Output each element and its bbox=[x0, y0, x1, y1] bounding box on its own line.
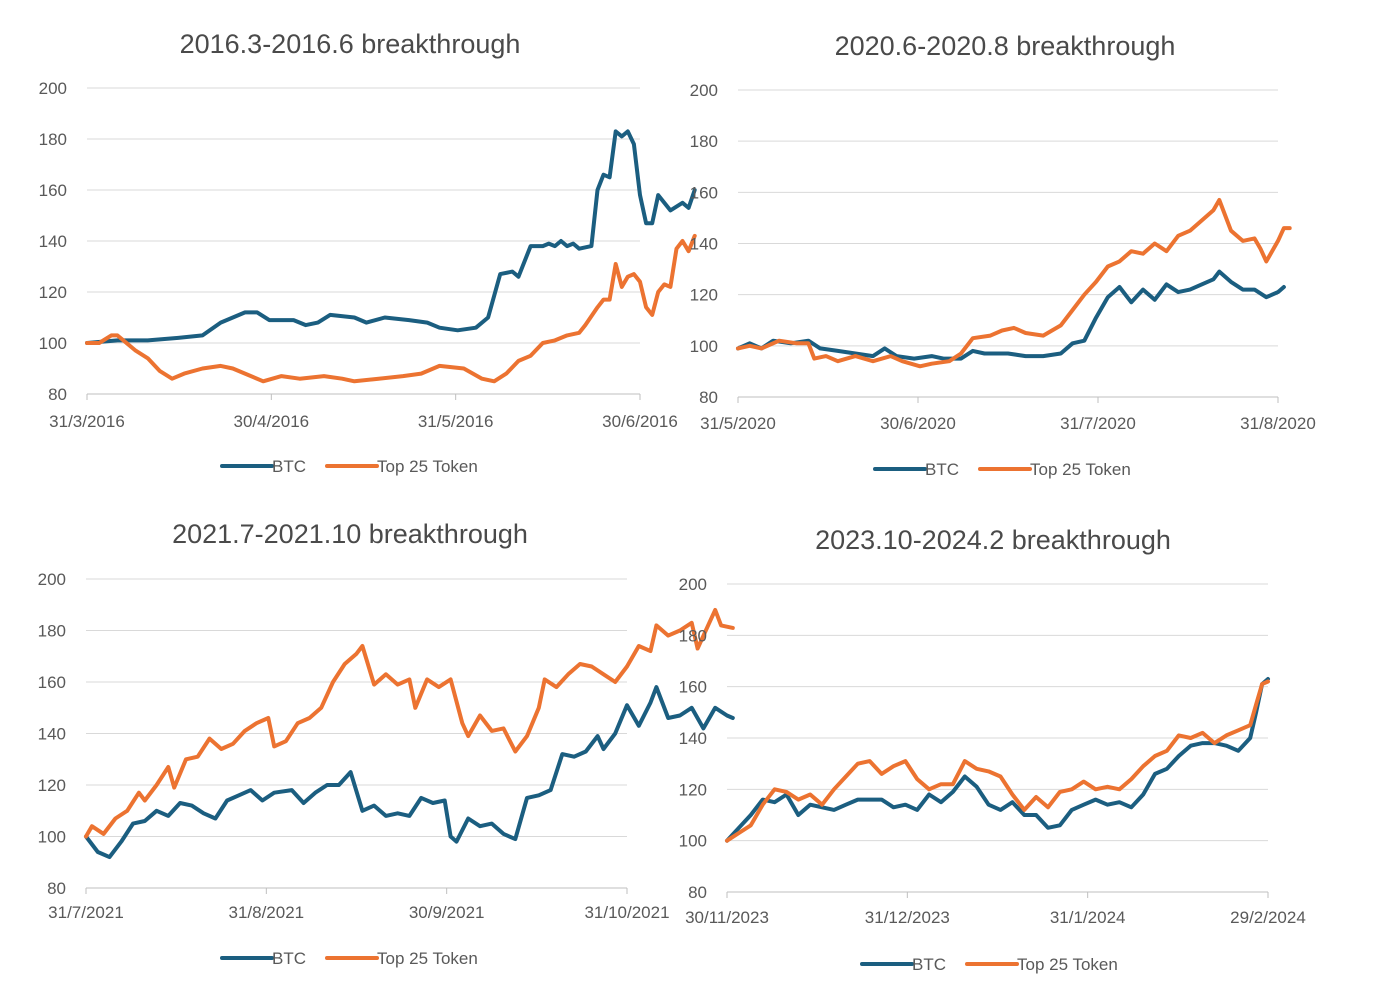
series-line-top25 bbox=[85, 233, 697, 384]
y-tick-label: 160 bbox=[38, 673, 66, 692]
x-tick-label: 31/5/2020 bbox=[700, 414, 776, 433]
y-tick-label: 160 bbox=[679, 678, 707, 697]
y-tick-label: 180 bbox=[38, 622, 66, 641]
y-tick-label: 200 bbox=[39, 79, 67, 98]
y-tick-label: 200 bbox=[679, 575, 707, 594]
chart-panel-4: 2023.10-2024.2 breakthrough 80 100 120 140 16… bbox=[679, 525, 1306, 974]
x-tick-label: 31/8/2020 bbox=[1240, 414, 1316, 433]
x-tick-label: 30/6/2016 bbox=[602, 412, 678, 431]
chart-title: 2021.7-2021.10 breakthrough bbox=[172, 519, 528, 549]
x-tick-label: 30/9/2021 bbox=[409, 903, 485, 922]
y-tick-label: 120 bbox=[38, 776, 66, 795]
chart-panel-1: 2016.3-2016.6 breakthrough 80 100 120 140 160… bbox=[39, 29, 697, 476]
x-tick-label: 31/10/2021 bbox=[584, 903, 669, 922]
x-tick-label: 29/2/2024 bbox=[1230, 908, 1306, 927]
legend-label: BTC bbox=[272, 949, 306, 968]
chart-panel-2: 2020.6-2020.8 breakthrough 80 100 120 140 160… bbox=[690, 31, 1316, 479]
chart-title: 2020.6-2020.8 breakthrough bbox=[835, 31, 1176, 61]
y-tick-label: 160 bbox=[690, 183, 718, 202]
series-line-top25 bbox=[736, 198, 1292, 369]
legend-label: BTC bbox=[925, 460, 959, 479]
y-tick-label: 200 bbox=[690, 81, 718, 100]
x-tick-label: 31/7/2021 bbox=[48, 903, 124, 922]
y-tick-label: 100 bbox=[679, 832, 707, 851]
y-tick-label: 80 bbox=[47, 879, 66, 898]
y-tick-label: 180 bbox=[39, 130, 67, 149]
series-line-btc bbox=[725, 677, 1270, 843]
series-line-btc bbox=[84, 685, 735, 860]
y-tick-label: 200 bbox=[38, 570, 66, 589]
y-tick-label: 140 bbox=[690, 235, 718, 254]
y-tick-label: 180 bbox=[690, 132, 718, 151]
x-tick-label: 31/8/2021 bbox=[229, 903, 305, 922]
y-tick-label: 120 bbox=[39, 283, 67, 302]
chart-title: 2016.3-2016.6 breakthrough bbox=[180, 29, 521, 59]
legend-label: Top 25 Token bbox=[1030, 460, 1131, 479]
x-tick-label: 30/6/2020 bbox=[880, 414, 956, 433]
legend-label: Top 25 Token bbox=[1017, 955, 1118, 974]
y-tick-label: 160 bbox=[39, 181, 67, 200]
x-tick-label: 31/7/2020 bbox=[1060, 414, 1136, 433]
y-tick-label: 80 bbox=[699, 388, 718, 407]
y-tick-label: 100 bbox=[39, 334, 67, 353]
series-line-top25 bbox=[725, 679, 1270, 843]
y-tick-label: 80 bbox=[48, 385, 67, 404]
series-line-btc bbox=[736, 269, 1286, 361]
y-tick-label: 140 bbox=[679, 729, 707, 748]
y-tick-label: 80 bbox=[688, 883, 707, 902]
chart-title: 2023.10-2024.2 breakthrough bbox=[815, 525, 1171, 555]
series-line-top25 bbox=[84, 607, 735, 839]
y-tick-label: 120 bbox=[679, 780, 707, 799]
y-tick-label: 120 bbox=[690, 286, 718, 305]
y-tick-label: 100 bbox=[690, 337, 718, 356]
series-line-btc bbox=[85, 129, 697, 345]
legend-label: Top 25 Token bbox=[377, 949, 478, 968]
y-tick-label: 100 bbox=[38, 828, 66, 847]
y-tick-label: 180 bbox=[679, 626, 707, 645]
x-tick-label: 31/5/2016 bbox=[418, 412, 494, 431]
x-tick-label: 31/12/2023 bbox=[865, 908, 950, 927]
x-tick-label: 30/4/2016 bbox=[234, 412, 310, 431]
x-tick-label: 31/1/2024 bbox=[1050, 908, 1126, 927]
x-tick-label: 30/11/2023 bbox=[685, 908, 769, 927]
chart-panel-3: 2021.7-2021.10 breakthrough 80 100 120 140 16… bbox=[38, 519, 735, 968]
legend-label: Top 25 Token bbox=[377, 457, 478, 476]
x-tick-label: 31/3/2016 bbox=[49, 412, 125, 431]
legend-label: BTC bbox=[912, 955, 946, 974]
legend-label: BTC bbox=[272, 457, 306, 476]
y-tick-label: 140 bbox=[39, 232, 67, 251]
y-tick-label: 140 bbox=[38, 725, 66, 744]
